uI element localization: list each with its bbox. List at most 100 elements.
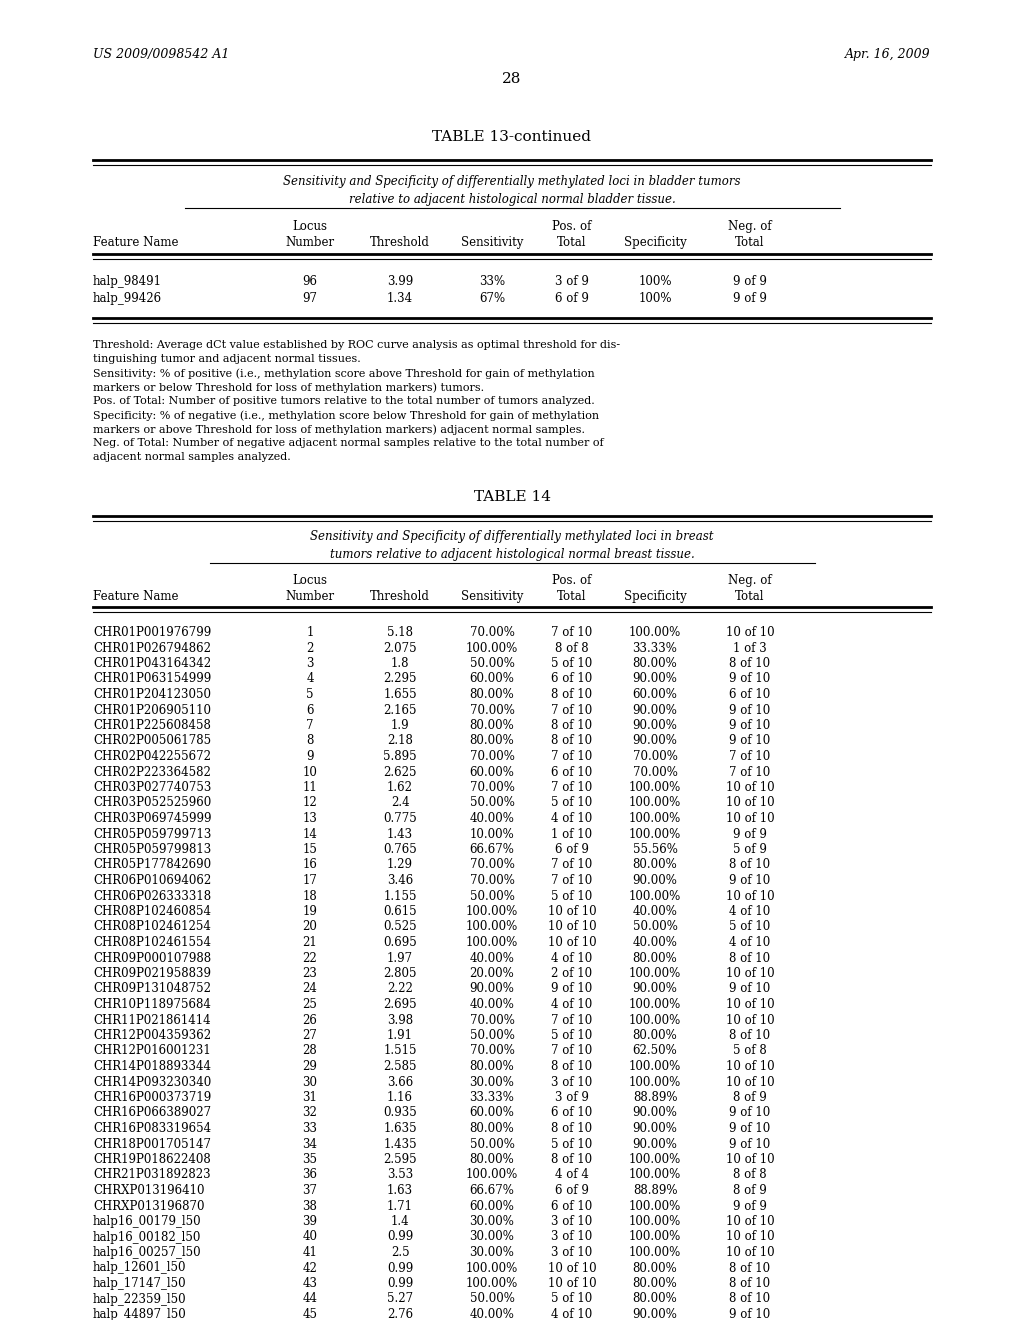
Text: 10 of 10: 10 of 10 <box>726 1246 774 1259</box>
Text: 6 of 10: 6 of 10 <box>551 1106 593 1119</box>
Text: 9 of 9: 9 of 9 <box>733 828 767 841</box>
Text: 8 of 10: 8 of 10 <box>729 952 771 965</box>
Text: 40.00%: 40.00% <box>470 1308 514 1320</box>
Text: 88.89%: 88.89% <box>633 1184 677 1197</box>
Text: Specificity: Specificity <box>624 590 686 603</box>
Text: CHR01P026794862: CHR01P026794862 <box>93 642 211 655</box>
Text: 44: 44 <box>302 1292 317 1305</box>
Text: 100.00%: 100.00% <box>629 626 681 639</box>
Text: 10 of 10: 10 of 10 <box>726 998 774 1011</box>
Text: 100.00%: 100.00% <box>629 796 681 809</box>
Text: 1.435: 1.435 <box>383 1138 417 1151</box>
Text: relative to adjacent histological normal bladder tissue.: relative to adjacent histological normal… <box>348 193 676 206</box>
Text: 4 of 10: 4 of 10 <box>551 952 593 965</box>
Text: 34: 34 <box>302 1138 317 1151</box>
Text: CHR01P001976799: CHR01P001976799 <box>93 626 211 639</box>
Text: 100.00%: 100.00% <box>629 1060 681 1073</box>
Text: 100.00%: 100.00% <box>629 1200 681 1213</box>
Text: 10 of 10: 10 of 10 <box>548 936 596 949</box>
Text: 30.00%: 30.00% <box>470 1246 514 1259</box>
Text: 27: 27 <box>302 1030 317 1041</box>
Text: CHR16P066389027: CHR16P066389027 <box>93 1106 211 1119</box>
Text: CHR02P223364582: CHR02P223364582 <box>93 766 211 779</box>
Text: 2.805: 2.805 <box>383 968 417 979</box>
Text: 3 of 10: 3 of 10 <box>551 1076 593 1089</box>
Text: Locus: Locus <box>293 574 328 587</box>
Text: CHR02P005061785: CHR02P005061785 <box>93 734 211 747</box>
Text: 0.99: 0.99 <box>387 1230 413 1243</box>
Text: 60.00%: 60.00% <box>470 1106 514 1119</box>
Text: 38: 38 <box>302 1200 317 1213</box>
Text: 70.00%: 70.00% <box>470 858 514 871</box>
Text: 80.00%: 80.00% <box>633 952 677 965</box>
Text: 9 of 10: 9 of 10 <box>729 672 771 685</box>
Text: 0.935: 0.935 <box>383 1106 417 1119</box>
Text: 14: 14 <box>302 828 317 841</box>
Text: CHR08P102460854: CHR08P102460854 <box>93 906 211 917</box>
Text: CHR12P016001231: CHR12P016001231 <box>93 1044 211 1057</box>
Text: 10 of 10: 10 of 10 <box>726 812 774 825</box>
Text: 5.18: 5.18 <box>387 626 413 639</box>
Text: Number: Number <box>286 590 335 603</box>
Text: 2.695: 2.695 <box>383 998 417 1011</box>
Text: 10 of 10: 10 of 10 <box>726 1214 774 1228</box>
Text: 5 of 10: 5 of 10 <box>551 1030 593 1041</box>
Text: 1: 1 <box>306 626 313 639</box>
Text: 3 of 9: 3 of 9 <box>555 1092 589 1104</box>
Text: 3.99: 3.99 <box>387 275 413 288</box>
Text: 20.00%: 20.00% <box>470 968 514 979</box>
Text: halp_99426: halp_99426 <box>93 292 162 305</box>
Text: 15: 15 <box>302 843 317 855</box>
Text: markers or below Threshold for loss of methylation markers) tumors.: markers or below Threshold for loss of m… <box>93 381 484 392</box>
Text: 8 of 10: 8 of 10 <box>729 858 771 871</box>
Text: 8 of 10: 8 of 10 <box>729 1292 771 1305</box>
Text: 45: 45 <box>302 1308 317 1320</box>
Text: 42: 42 <box>302 1262 317 1275</box>
Text: 6 of 9: 6 of 9 <box>555 843 589 855</box>
Text: 40: 40 <box>302 1230 317 1243</box>
Text: 4 of 10: 4 of 10 <box>551 812 593 825</box>
Text: 5 of 10: 5 of 10 <box>551 1138 593 1151</box>
Text: 7 of 10: 7 of 10 <box>551 781 593 795</box>
Text: Total: Total <box>735 236 765 249</box>
Text: 100.00%: 100.00% <box>629 828 681 841</box>
Text: CHR09P021958839: CHR09P021958839 <box>93 968 211 979</box>
Text: 33: 33 <box>302 1122 317 1135</box>
Text: Neg. of: Neg. of <box>728 574 772 587</box>
Text: CHR06P010694062: CHR06P010694062 <box>93 874 211 887</box>
Text: 8 of 10: 8 of 10 <box>729 657 771 671</box>
Text: 8 of 10: 8 of 10 <box>552 1060 593 1073</box>
Text: 90.00%: 90.00% <box>633 1308 678 1320</box>
Text: CHR05P059799713: CHR05P059799713 <box>93 828 211 841</box>
Text: Neg. of Total: Number of negative adjacent normal samples relative to the total : Neg. of Total: Number of negative adjace… <box>93 438 603 447</box>
Text: 7 of 10: 7 of 10 <box>551 858 593 871</box>
Text: 1.62: 1.62 <box>387 781 413 795</box>
Text: CHR03P052525960: CHR03P052525960 <box>93 796 211 809</box>
Text: 5 of 10: 5 of 10 <box>551 890 593 903</box>
Text: Sensitivity and Specificity of differentially methylated loci in bladder tumors: Sensitivity and Specificity of different… <box>284 176 740 187</box>
Text: 36: 36 <box>302 1168 317 1181</box>
Text: 8 of 10: 8 of 10 <box>552 1152 593 1166</box>
Text: 10 of 10: 10 of 10 <box>548 1276 596 1290</box>
Text: Total: Total <box>557 590 587 603</box>
Text: 100.00%: 100.00% <box>629 1246 681 1259</box>
Text: 3.53: 3.53 <box>387 1168 413 1181</box>
Text: 8 of 10: 8 of 10 <box>729 1276 771 1290</box>
Text: 1.16: 1.16 <box>387 1092 413 1104</box>
Text: Sensitivity: Sensitivity <box>461 236 523 249</box>
Text: halp16_00179_l50: halp16_00179_l50 <box>93 1214 202 1228</box>
Text: 100.00%: 100.00% <box>466 1262 518 1275</box>
Text: 70.00%: 70.00% <box>470 626 514 639</box>
Text: TABLE 13-continued: TABLE 13-continued <box>432 129 592 144</box>
Text: 23: 23 <box>302 968 317 979</box>
Text: 5: 5 <box>306 688 313 701</box>
Text: 40.00%: 40.00% <box>633 906 678 917</box>
Text: 2.22: 2.22 <box>387 982 413 995</box>
Text: 70.00%: 70.00% <box>633 750 678 763</box>
Text: 90.00%: 90.00% <box>633 1106 678 1119</box>
Text: 10: 10 <box>302 766 317 779</box>
Text: 5 of 10: 5 of 10 <box>729 920 771 933</box>
Text: CHR12P004359362: CHR12P004359362 <box>93 1030 211 1041</box>
Text: 10 of 10: 10 of 10 <box>726 781 774 795</box>
Text: 50.00%: 50.00% <box>633 920 678 933</box>
